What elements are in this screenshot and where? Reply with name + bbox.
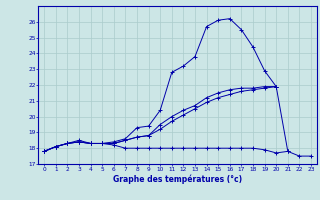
X-axis label: Graphe des températures (°c): Graphe des températures (°c) xyxy=(113,175,242,184)
